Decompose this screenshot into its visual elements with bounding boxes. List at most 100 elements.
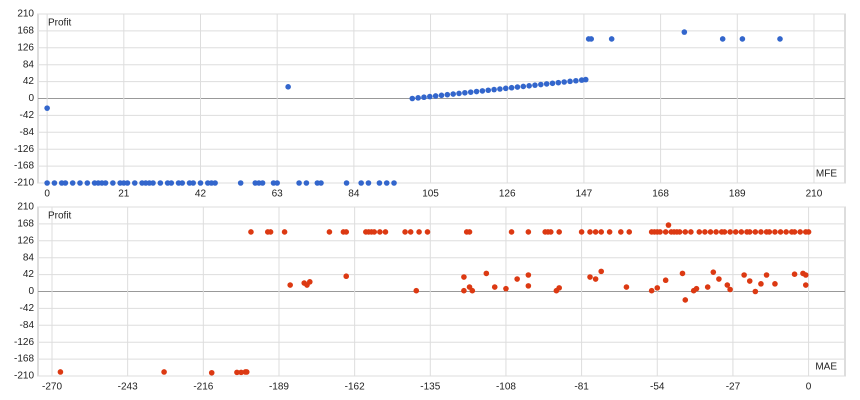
point — [382, 229, 389, 235]
point — [371, 229, 378, 235]
point — [424, 229, 431, 235]
x-tick-label: -108 — [496, 382, 516, 393]
point — [303, 180, 310, 186]
y-tick-label: 84 — [23, 252, 35, 263]
x-tick-label: 0 — [44, 189, 50, 200]
point — [503, 285, 509, 292]
point — [758, 229, 764, 235]
point — [746, 278, 753, 284]
point — [608, 36, 615, 42]
point — [514, 84, 521, 90]
point — [555, 79, 562, 86]
point — [654, 285, 661, 291]
point — [587, 274, 593, 280]
point — [285, 84, 291, 90]
y-tick-label: 42 — [23, 76, 35, 87]
point — [485, 87, 492, 94]
point — [461, 287, 467, 294]
x-tick-label: -81 — [574, 382, 589, 393]
point — [588, 36, 595, 42]
point — [466, 229, 473, 235]
point — [626, 229, 633, 235]
point — [682, 297, 689, 303]
point — [578, 229, 585, 235]
point — [525, 272, 532, 278]
point — [409, 95, 416, 102]
y-tick-label: -126 — [14, 144, 34, 155]
point — [190, 180, 196, 186]
y-tick-label: -42 — [20, 110, 35, 121]
point — [783, 229, 789, 235]
point — [727, 229, 733, 235]
point — [450, 91, 456, 97]
point — [805, 229, 812, 235]
point — [710, 269, 717, 275]
point — [648, 287, 655, 294]
point — [421, 94, 427, 101]
point — [727, 286, 733, 293]
point — [243, 369, 250, 375]
point — [772, 281, 778, 287]
point — [556, 229, 562, 235]
point — [415, 95, 421, 101]
point — [456, 90, 462, 97]
point — [763, 272, 770, 278]
y-tick-label: 210 — [17, 202, 34, 213]
point — [508, 229, 515, 235]
y-tick-label: -42 — [20, 303, 35, 314]
point — [377, 229, 383, 235]
point — [307, 279, 313, 285]
y-tick-label: -168 — [14, 354, 34, 365]
x-tick-label: 147 — [576, 189, 593, 200]
point — [491, 284, 498, 290]
point — [444, 91, 451, 98]
point — [802, 272, 809, 278]
point — [296, 180, 302, 186]
point — [738, 229, 745, 235]
point — [259, 180, 266, 186]
x-tick-label: 42 — [195, 189, 207, 200]
point — [681, 29, 688, 35]
y-tick-label: -84 — [20, 320, 35, 331]
point — [777, 36, 783, 42]
point — [657, 229, 663, 235]
point — [237, 180, 244, 186]
point — [473, 88, 480, 95]
y-tick-label: 168 — [17, 26, 34, 37]
point — [665, 222, 672, 228]
point — [168, 180, 175, 186]
point — [77, 180, 83, 186]
point — [407, 229, 414, 235]
point — [752, 229, 759, 235]
point — [343, 180, 350, 186]
y-tick-label: 42 — [23, 269, 35, 280]
point — [598, 229, 605, 235]
y-tick-label: -84 — [20, 127, 35, 138]
y-tick-label: -126 — [14, 337, 34, 348]
point — [365, 180, 372, 186]
point — [741, 272, 747, 278]
x-tick-label: -135 — [420, 382, 440, 393]
point — [438, 92, 445, 99]
x-tick-label: 168 — [652, 189, 669, 200]
point — [57, 369, 64, 375]
point — [110, 180, 116, 186]
point — [688, 229, 694, 235]
y-tick-label: -210 — [14, 178, 34, 189]
point — [150, 180, 156, 186]
point — [693, 285, 700, 292]
x-axis-label: MFE — [816, 169, 837, 180]
point — [802, 282, 809, 288]
point — [212, 180, 218, 186]
point — [432, 93, 439, 99]
point — [707, 229, 714, 235]
point — [704, 284, 711, 290]
y-tick-label: 126 — [17, 42, 34, 53]
point — [525, 229, 532, 235]
y-tick-label: 126 — [17, 235, 34, 246]
point — [161, 369, 167, 375]
x-tick-label: -27 — [726, 382, 741, 393]
point — [713, 229, 719, 235]
point — [547, 229, 554, 235]
point — [791, 229, 798, 235]
